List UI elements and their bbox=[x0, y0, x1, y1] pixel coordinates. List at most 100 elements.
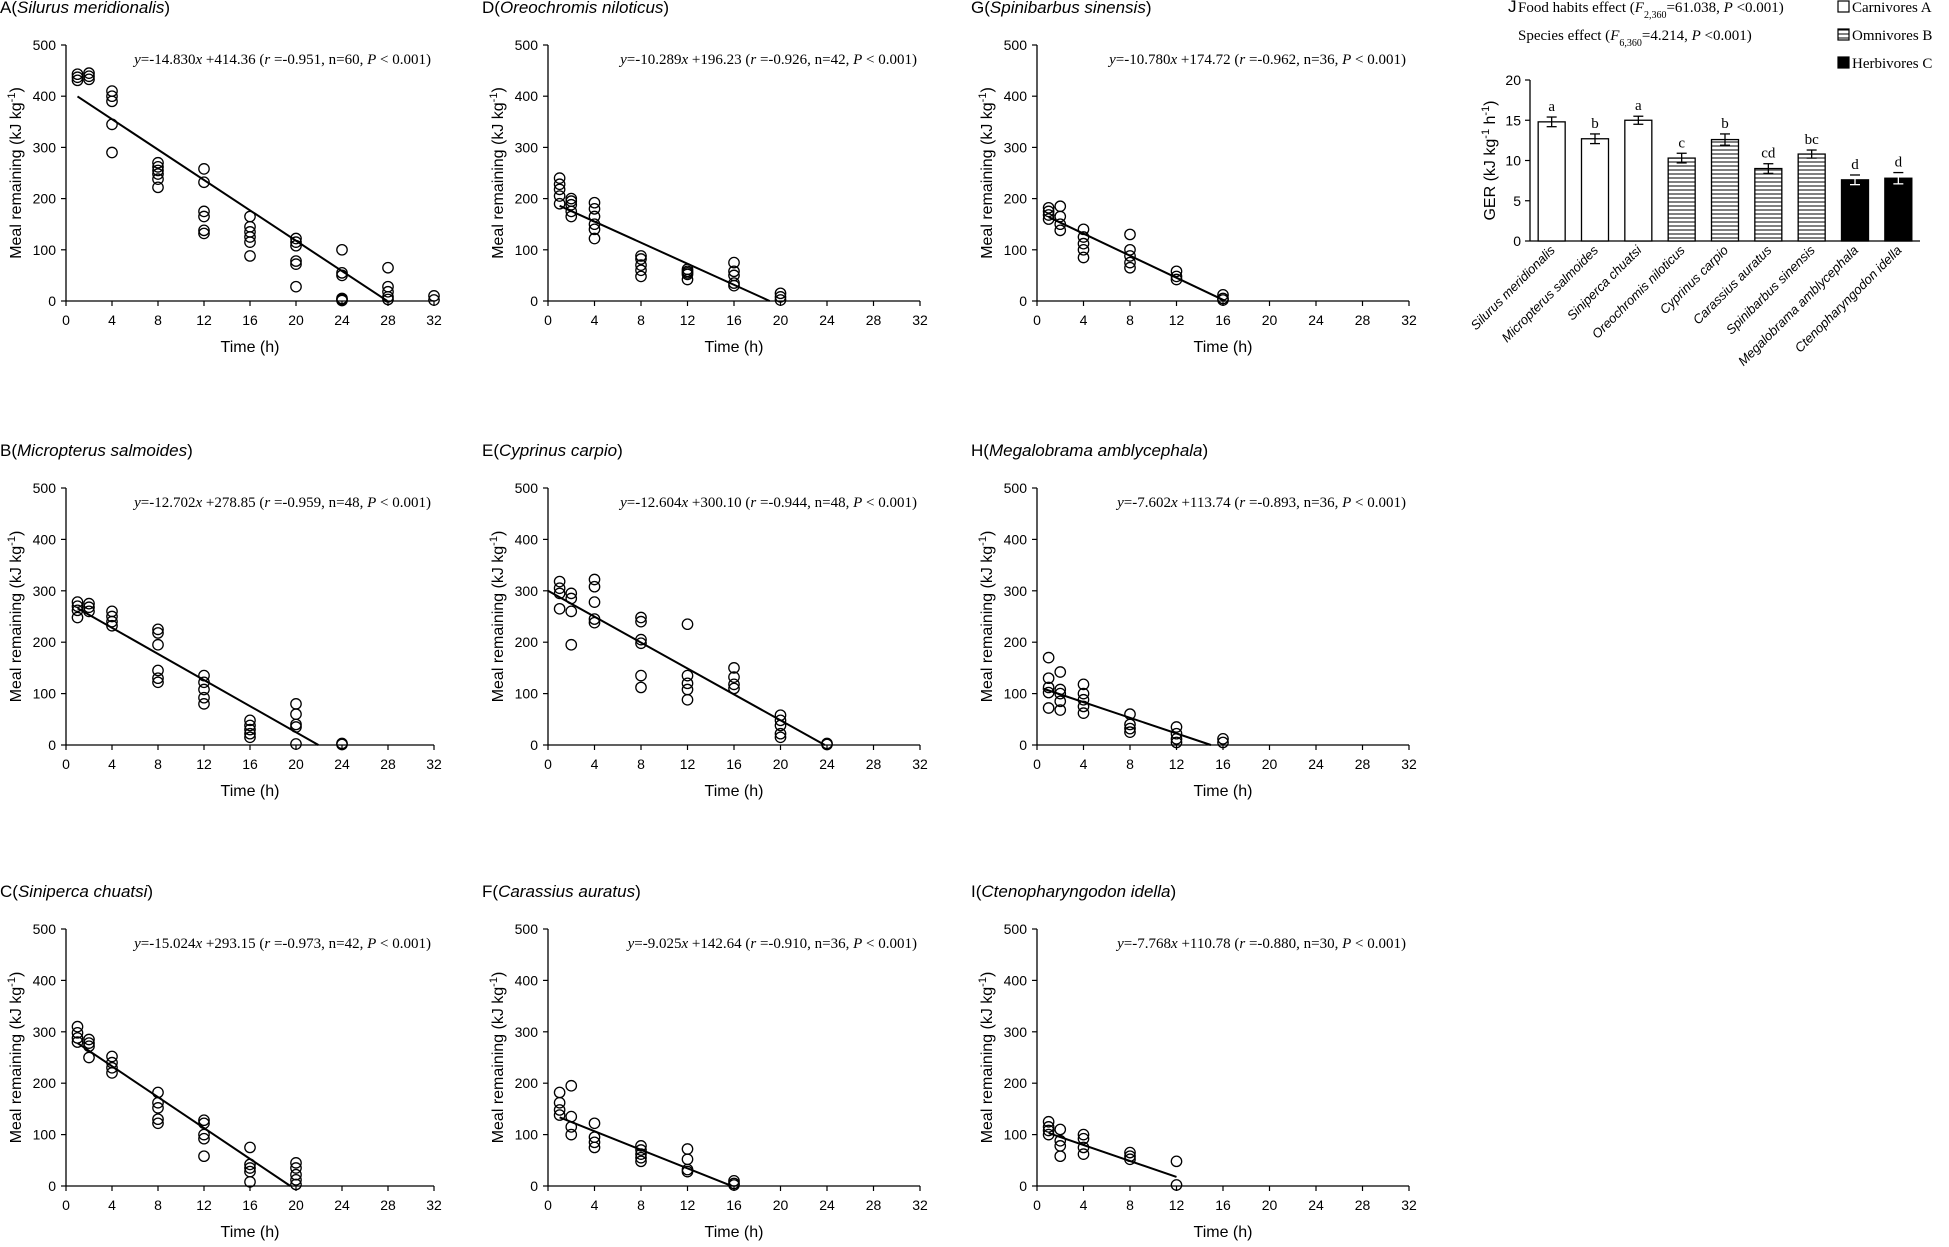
x-tick-label: 28 bbox=[866, 1197, 882, 1213]
data-point bbox=[681, 1143, 694, 1155]
data-point bbox=[1042, 205, 1055, 218]
panel-title-paren: ) bbox=[1170, 882, 1176, 901]
data-point bbox=[198, 1114, 210, 1127]
data-point bbox=[1170, 721, 1183, 733]
y-axis-label: Meal remaining (kJ kg-1) bbox=[6, 531, 25, 703]
data-point bbox=[71, 71, 84, 84]
x-tick-label: 28 bbox=[380, 312, 396, 328]
data-point bbox=[681, 1153, 694, 1166]
y-axis-label-end: ) bbox=[8, 531, 25, 536]
y-tick-label: 300 bbox=[1004, 1024, 1028, 1040]
x-axis-label: Time (h) bbox=[705, 339, 764, 356]
data-point bbox=[198, 669, 210, 682]
regression-line bbox=[76, 1042, 291, 1187]
x-tick-label: 24 bbox=[819, 756, 835, 772]
data-point bbox=[1170, 270, 1183, 283]
eq-r: r bbox=[750, 936, 756, 952]
data-point bbox=[1054, 695, 1067, 708]
x-tick-label: 4 bbox=[591, 1197, 599, 1213]
x-tick-label: 24 bbox=[334, 1197, 350, 1213]
y-tick-label: 400 bbox=[33, 88, 57, 104]
x-tick-label: 28 bbox=[380, 1197, 396, 1213]
y-axis-label: Meal remaining (kJ kg-1) bbox=[6, 87, 25, 259]
y-axis-label: Meal remaining (kJ kg-1) bbox=[488, 531, 507, 703]
y-tick-label: 20 bbox=[1505, 72, 1521, 88]
data-point bbox=[244, 1176, 256, 1188]
data-point bbox=[553, 587, 566, 600]
data-point bbox=[290, 1178, 302, 1191]
data-point bbox=[588, 1117, 601, 1130]
y-axis-label: Meal remaining (kJ kg-1) bbox=[6, 972, 25, 1144]
eq-stats: =-0.926, n=42, bbox=[756, 52, 853, 68]
data-point bbox=[244, 723, 256, 736]
x-tick-label: 20 bbox=[773, 1197, 789, 1213]
y-tick-label: 100 bbox=[33, 242, 57, 258]
data-point bbox=[290, 698, 302, 710]
x-axis-label: Time (h) bbox=[221, 783, 280, 800]
bar bbox=[1797, 153, 1826, 242]
data-point bbox=[71, 1020, 84, 1033]
data-point bbox=[635, 633, 647, 646]
y-axis-label-superscript: -1 bbox=[6, 536, 18, 546]
eq-x: x bbox=[1170, 936, 1178, 952]
panel-title-paren: ( bbox=[983, 441, 989, 460]
panel-title: F(Carassius auratus) bbox=[482, 882, 641, 901]
panel-title-paren: ) bbox=[663, 0, 669, 17]
data-point bbox=[152, 623, 164, 636]
y-axis-label-superscript: -1 bbox=[488, 93, 500, 103]
x-tick-label: 4 bbox=[1080, 756, 1088, 772]
eq-slope: =-10.289 bbox=[627, 52, 682, 68]
x-tick-label: 20 bbox=[288, 312, 304, 328]
y-tick-label: 0 bbox=[530, 1178, 538, 1194]
panel-j: J Food habits effect (F2,360=61.038, P <0… bbox=[1467, 0, 1932, 369]
panel-species: Spinibarbus sinensis bbox=[990, 0, 1146, 17]
y-tick-label: 400 bbox=[33, 531, 57, 547]
eq-slope: =-7.768 bbox=[1124, 936, 1171, 952]
regression-line bbox=[1048, 216, 1226, 302]
data-point bbox=[821, 738, 833, 751]
data-point bbox=[198, 683, 210, 696]
y-tick-label: 100 bbox=[1004, 1127, 1028, 1143]
data-point bbox=[152, 627, 164, 639]
eq-r: r bbox=[1239, 495, 1245, 511]
panel-letter: C bbox=[0, 882, 12, 901]
data-point bbox=[1054, 1123, 1067, 1136]
y-tick-label: 300 bbox=[515, 583, 539, 599]
legend-label: Omnivores B bbox=[1852, 28, 1932, 44]
eq-x: x bbox=[1169, 52, 1177, 68]
y-tick-label: 300 bbox=[33, 139, 57, 155]
x-tick-label: 0 bbox=[544, 756, 552, 772]
y-axis-label-superscript: -1 bbox=[488, 536, 500, 546]
data-point bbox=[553, 582, 566, 595]
data-point bbox=[152, 1096, 164, 1109]
y-axis-label-superscript: -1 bbox=[1480, 129, 1492, 139]
y-tick-label: 0 bbox=[1019, 737, 1027, 753]
data-point bbox=[1077, 251, 1090, 264]
data-point bbox=[635, 1148, 647, 1160]
panel-title-paren: ) bbox=[617, 441, 623, 460]
x-tick-label: 4 bbox=[591, 756, 599, 772]
y-tick-label: 0 bbox=[1019, 293, 1027, 309]
y-tick-label: 500 bbox=[515, 921, 539, 937]
data-point bbox=[635, 611, 647, 624]
data-point bbox=[152, 638, 164, 651]
data-point bbox=[588, 596, 601, 608]
panel-title-paren: ( bbox=[11, 441, 17, 460]
panel-title-paren: ) bbox=[187, 441, 193, 460]
data-point bbox=[553, 602, 566, 615]
panel-title-paren: ( bbox=[11, 0, 17, 17]
eq-y: y bbox=[618, 495, 627, 511]
x-tick-label: 28 bbox=[380, 756, 396, 772]
regression-equation: y=-10.289x +196.23 (r =-0.926, n=42, P <… bbox=[618, 52, 917, 68]
eq-p-value: < 0.001) bbox=[1351, 936, 1406, 952]
eq-r: r bbox=[264, 52, 270, 68]
data-point bbox=[588, 202, 601, 215]
x-tick-label: 24 bbox=[819, 312, 835, 328]
x-tick-label: 32 bbox=[426, 1197, 442, 1213]
x-tick-label: 0 bbox=[544, 312, 552, 328]
data-point bbox=[152, 173, 164, 185]
data-point bbox=[1054, 200, 1067, 213]
data-point bbox=[728, 662, 740, 674]
data-point bbox=[152, 164, 164, 177]
data-point bbox=[244, 719, 256, 732]
